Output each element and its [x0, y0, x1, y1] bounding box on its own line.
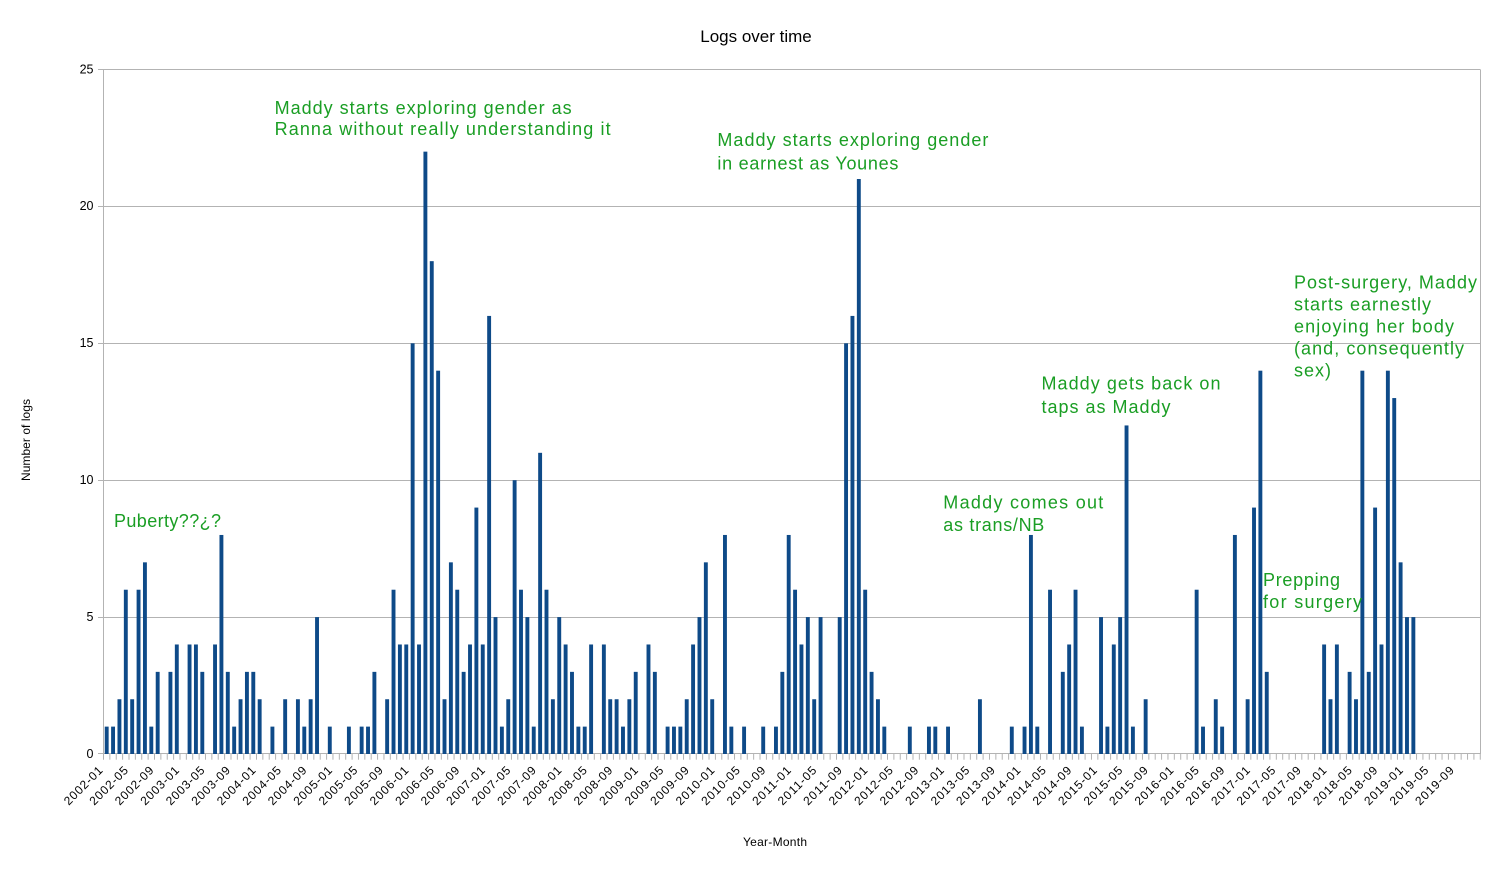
svg-text:Ranna without really understan: Ranna without really understanding it: [275, 119, 611, 139]
svg-text:Maddy starts exploring gender: Maddy starts exploring gender: [717, 130, 988, 150]
svg-text:15: 15: [80, 336, 94, 350]
svg-text:Post-surgery, Maddy: Post-surgery, Maddy: [1294, 272, 1477, 292]
svg-text:Maddy gets back on: Maddy gets back on: [1042, 374, 1221, 394]
svg-text:taps as Maddy: taps as Maddy: [1042, 397, 1171, 417]
svg-text:Maddy comes out: Maddy comes out: [943, 493, 1103, 513]
svg-text:(and, consequently: (and, consequently: [1294, 338, 1464, 358]
svg-text:25: 25: [80, 62, 94, 76]
svg-text:Number of logs: Number of logs: [19, 399, 33, 481]
svg-text:starts earnestly: starts earnestly: [1294, 294, 1431, 314]
svg-text:for surgery: for surgery: [1263, 592, 1362, 612]
svg-text:Prepping: Prepping: [1263, 570, 1340, 590]
svg-text:10: 10: [80, 473, 94, 487]
svg-text:5: 5: [87, 610, 94, 624]
svg-text:as trans/NB: as trans/NB: [943, 515, 1044, 535]
svg-text:Year-Month: Year-Month: [743, 835, 807, 849]
svg-text:sex): sex): [1294, 360, 1331, 380]
svg-text:Logs over time: Logs over time: [700, 27, 812, 46]
svg-text:in earnest as Younes: in earnest as Younes: [717, 153, 898, 173]
svg-text:20: 20: [80, 199, 94, 213]
svg-text:0: 0: [87, 747, 94, 761]
svg-text:Maddy starts exploring gender: Maddy starts exploring gender as: [275, 98, 572, 118]
svg-text:enjoying her body: enjoying her body: [1294, 316, 1454, 336]
svg-text:Puberty??¿?: Puberty??¿?: [114, 511, 221, 531]
